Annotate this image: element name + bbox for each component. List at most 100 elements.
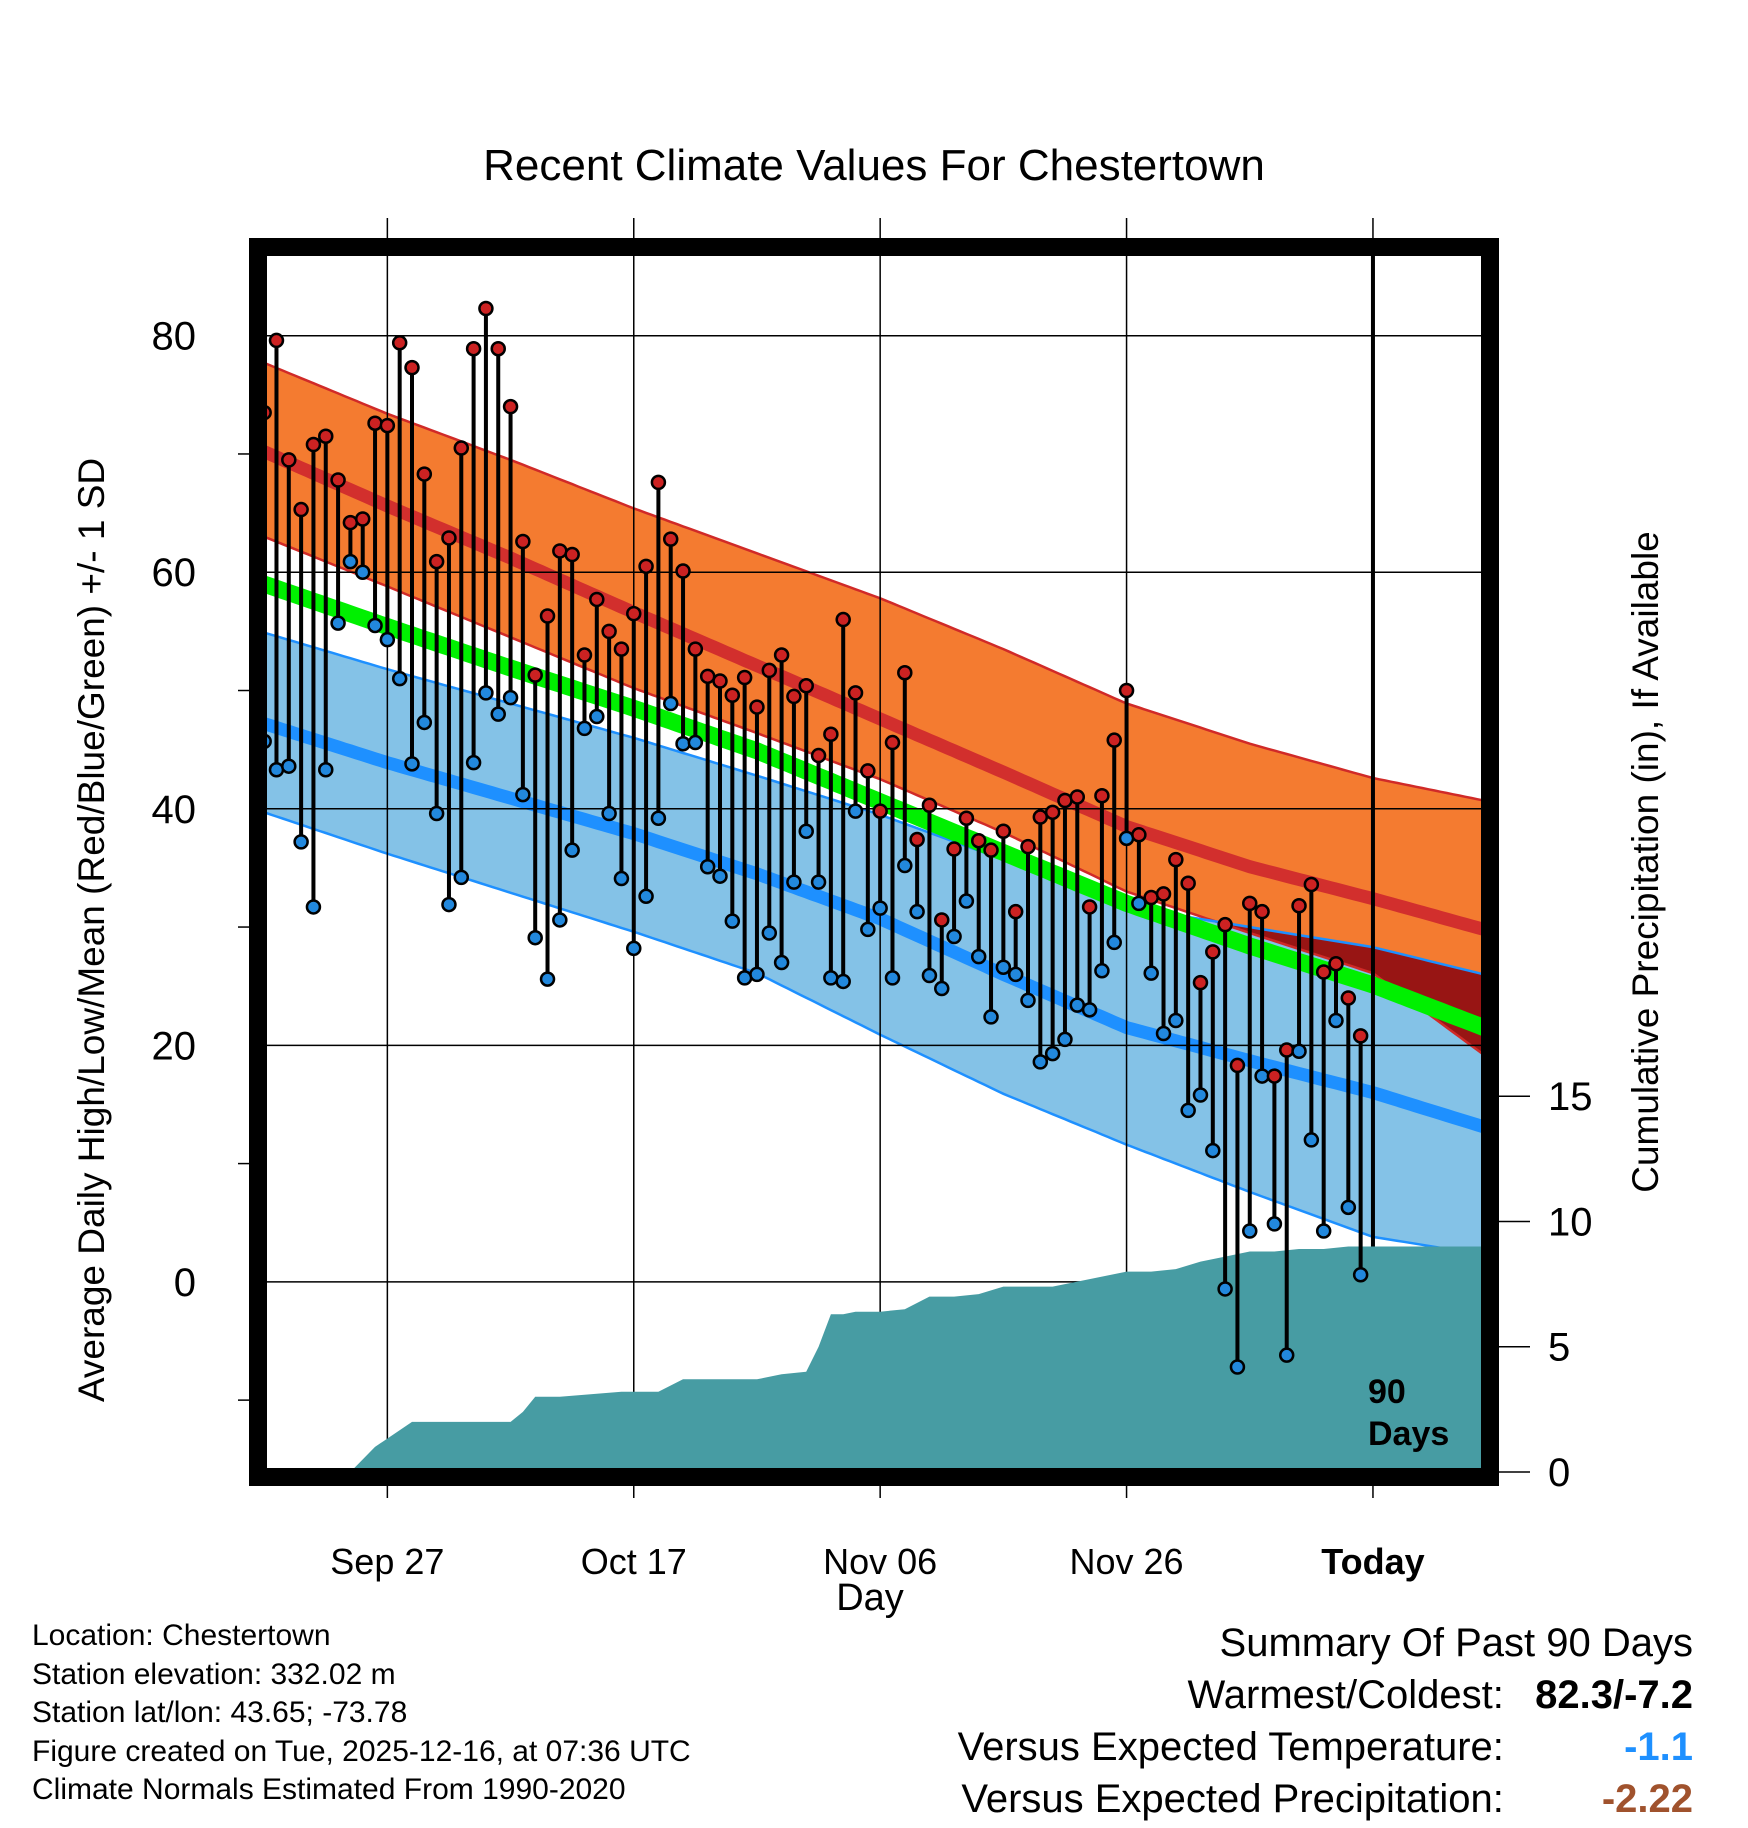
daily-low-point	[268, 762, 285, 778]
daily-low-point	[1328, 1012, 1344, 1029]
created-text: Figure created on Tue, 2025-12-16, at 07…	[32, 1734, 691, 1768]
daily-high-point	[293, 501, 309, 518]
daily-low-point	[1229, 1359, 1246, 1375]
daily-high-point	[872, 803, 888, 819]
daily-low-point	[897, 857, 913, 874]
daily-high-point	[1081, 899, 1098, 915]
daily-low-point	[379, 631, 396, 648]
daily-low-point	[872, 900, 888, 916]
daily-low-point	[958, 893, 975, 909]
summary-title: Summary Of Past 90 Days	[1219, 1621, 1693, 1665]
daily-high-point	[1069, 789, 1086, 805]
daily-low-point	[761, 925, 778, 941]
daily-high-point	[1118, 682, 1135, 699]
daily-low-point	[884, 970, 901, 986]
daily-high-point	[441, 530, 457, 546]
daily-low-point	[1291, 1043, 1307, 1059]
daily-high-point	[539, 608, 556, 624]
daily-high-point	[354, 511, 371, 527]
daily-low-point	[1168, 1012, 1184, 1029]
daily-high-point	[1131, 827, 1147, 843]
daily-high-point	[934, 912, 950, 928]
daily-high-point	[786, 688, 802, 705]
daily-low-point	[305, 899, 322, 915]
plot-frame	[249, 238, 1499, 1486]
daily-low-point	[613, 870, 630, 887]
daily-high-point	[761, 662, 778, 679]
axes: 0 20 40 60 80 0 5 10 15 Sep 27 Oct 17 Nov 06 Nov 26 T…	[152, 238, 1593, 1582]
daily-high-point	[601, 623, 617, 640]
daily-low-point	[810, 874, 827, 890]
daily-low-point	[995, 959, 1012, 976]
daily-low-point	[416, 714, 433, 731]
daily-high-point	[367, 415, 383, 431]
daily-low-point	[552, 912, 568, 928]
daily-low-point	[453, 869, 470, 886]
daily-low-point	[1192, 1087, 1209, 1103]
daily-low-point	[478, 685, 494, 701]
normal-mean-line	[258, 575, 1490, 1037]
climate-chart: Recent Climate Values For Chestertown 0 2…	[71, 141, 1666, 1619]
temp-value: -1.1	[1624, 1725, 1693, 1769]
y-tick-label: 80	[152, 315, 197, 359]
precip-label: Versus Expected Precipitation:	[961, 1777, 1504, 1821]
today-label-90: 90	[1368, 1373, 1406, 1411]
daily-high-point	[626, 605, 642, 622]
y2-tick-label: 15	[1548, 1075, 1593, 1119]
daily-high-point	[823, 726, 839, 743]
temp-label: Versus Expected Temperature:	[957, 1725, 1504, 1769]
daily-low-point	[909, 903, 925, 920]
daily-high-point	[465, 340, 482, 357]
daily-high-point	[1044, 804, 1061, 821]
daily-high-point	[687, 641, 704, 657]
daily-high-point	[1266, 1068, 1283, 1084]
daily-low-point	[601, 805, 617, 822]
daily-high-point	[749, 699, 765, 715]
y2-tick-label: 10	[1548, 1200, 1593, 1244]
chart-title: Recent Climate Values For Chestertown	[483, 141, 1265, 190]
daily-low-point	[650, 810, 667, 826]
daily-high-point	[946, 841, 962, 857]
daily-high-point	[897, 665, 913, 681]
daily-low-point	[354, 564, 371, 580]
daily-low-point	[736, 970, 753, 986]
daily-high-point	[515, 533, 531, 550]
daily-high-point	[527, 667, 543, 683]
x-tick-label: Oct 17	[581, 1541, 687, 1582]
daily-high-point	[835, 611, 851, 628]
daily-low-point	[835, 973, 851, 990]
x-axis-label: Day	[836, 1577, 904, 1619]
daily-high-point	[552, 543, 568, 559]
daily-high-point	[1352, 1028, 1369, 1044]
daily-low-point	[786, 874, 802, 890]
daily-low-point	[367, 617, 383, 634]
daily-low-point	[1081, 1002, 1098, 1018]
daily-low-point	[1205, 1142, 1221, 1159]
daily-high-point	[884, 734, 901, 751]
daily-low-point	[946, 928, 962, 945]
daily-low-point	[1180, 1102, 1196, 1119]
daily-low-point	[1044, 1045, 1061, 1062]
daily-high-point	[281, 452, 297, 468]
daily-high-point	[613, 641, 630, 657]
daily-low-point	[1069, 997, 1086, 1013]
daily-low-point	[860, 921, 876, 938]
y2-tick-label: 0	[1548, 1451, 1570, 1495]
daily-low-point	[318, 762, 334, 778]
x-tick-label: Today	[1321, 1541, 1424, 1582]
y2-axis-label: Cumulative Precipitation (in), If Availa…	[1625, 531, 1666, 1193]
daily-low-point	[1094, 963, 1110, 979]
daily-low-point	[798, 823, 814, 839]
daily-low-point	[1254, 1068, 1270, 1084]
daily-high-point	[478, 300, 494, 317]
daily-high-point	[1229, 1057, 1246, 1074]
daily-high-point	[995, 823, 1012, 839]
daily-low-point	[749, 966, 765, 983]
elevation-text: Station elevation: 332.02 m	[32, 1657, 396, 1691]
daily-high-point	[330, 472, 346, 488]
daily-high-point	[970, 832, 987, 849]
daily-low-point	[1303, 1132, 1320, 1148]
daily-high-point	[1007, 903, 1024, 920]
daily-high-point	[650, 474, 667, 491]
daily-high-point	[391, 335, 408, 351]
